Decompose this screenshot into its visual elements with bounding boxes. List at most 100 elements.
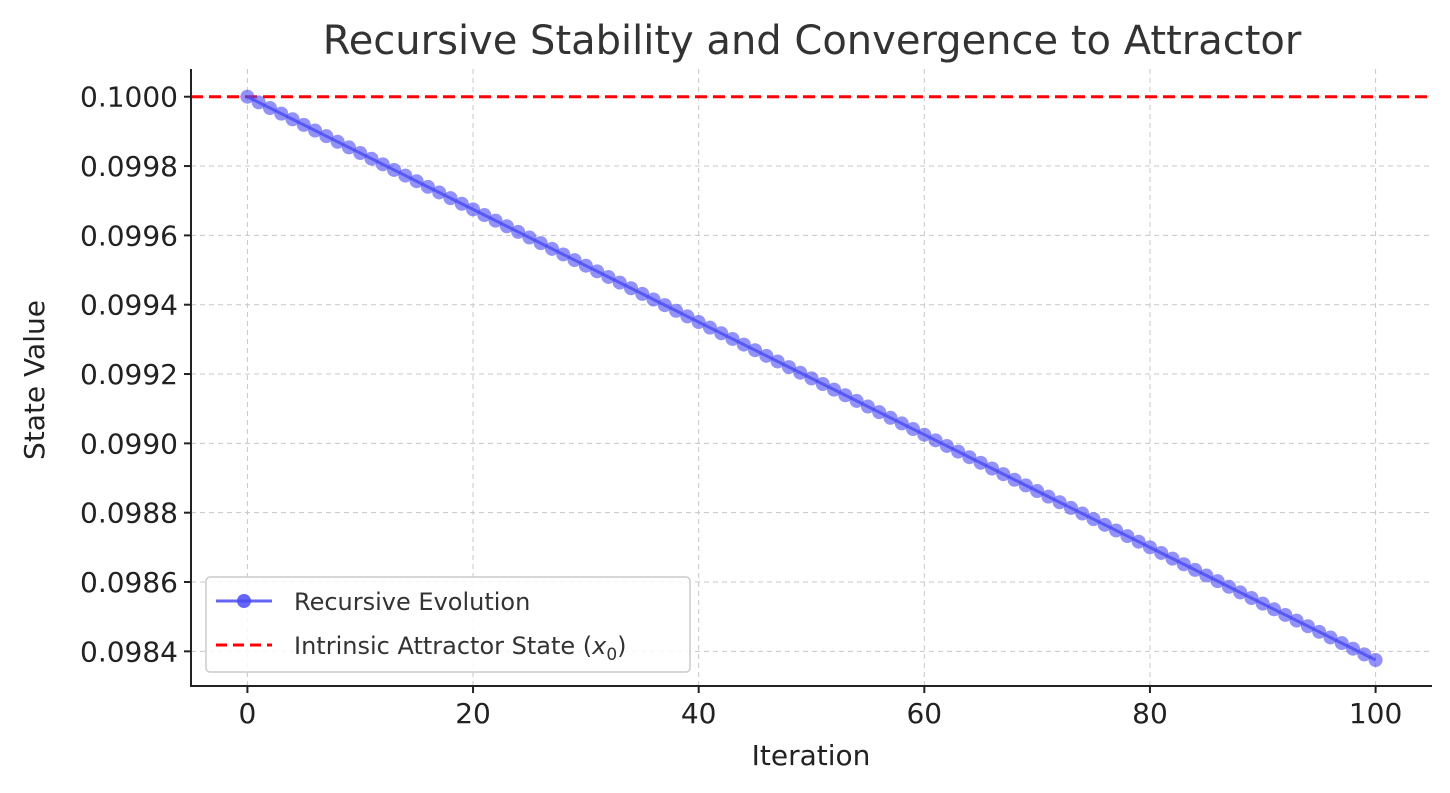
- series-point: [1334, 636, 1349, 651]
- series-point: [1233, 585, 1248, 600]
- series-point: [815, 376, 830, 391]
- series-point: [499, 219, 514, 234]
- y-tick-label: 0.0984: [80, 635, 178, 668]
- series-point: [262, 100, 277, 115]
- series-point: [1278, 607, 1293, 622]
- series-point: [454, 196, 469, 211]
- x-tick-label: 40: [681, 697, 717, 730]
- series-point: [375, 157, 390, 172]
- series-point: [973, 455, 988, 470]
- series-point: [409, 174, 424, 189]
- series-point: [330, 134, 345, 149]
- legend-box: [205, 576, 691, 673]
- legend-series-label: Recursive Evolution: [294, 588, 530, 616]
- series-point: [962, 450, 977, 465]
- series-point: [398, 168, 413, 183]
- series-point: [838, 388, 853, 403]
- x-tick-label: 80: [1132, 697, 1168, 730]
- series-point: [1323, 630, 1338, 645]
- series-point: [364, 151, 379, 166]
- series-point: [1109, 523, 1124, 538]
- series-point: [533, 236, 548, 251]
- series-point: [1312, 624, 1327, 639]
- series-point: [578, 258, 593, 273]
- x-tick-label: 60: [906, 697, 942, 730]
- series-point: [1097, 517, 1112, 532]
- series-point: [725, 331, 740, 346]
- series-point: [748, 343, 763, 358]
- series-point: [251, 95, 266, 110]
- series-layer: [240, 89, 1383, 668]
- series-point: [1176, 557, 1191, 572]
- series-point: [1255, 596, 1270, 611]
- series-point: [860, 399, 875, 414]
- y-tick-label: 0.0996: [80, 219, 178, 252]
- y-tick-label: 0.0992: [80, 358, 178, 391]
- series-point: [432, 185, 447, 200]
- series-point: [511, 224, 526, 239]
- series-point: [635, 286, 650, 301]
- series-point: [1357, 647, 1372, 662]
- series-point: [477, 208, 492, 223]
- series-point: [420, 179, 435, 194]
- series-point: [285, 112, 300, 127]
- series-point: [601, 269, 616, 284]
- x-tick-label: 20: [455, 697, 491, 730]
- series-point: [1131, 534, 1146, 549]
- series-point: [736, 337, 751, 352]
- series-point: [612, 275, 627, 290]
- series-point: [522, 230, 537, 245]
- series-point: [657, 298, 672, 313]
- series-point: [872, 405, 887, 420]
- legend-series-marker-swatch: [237, 594, 251, 608]
- series-point: [1052, 495, 1067, 510]
- series-point: [883, 410, 898, 425]
- series-point: [308, 123, 323, 138]
- series-point: [781, 360, 796, 375]
- y-tick-label: 0.0998: [80, 150, 178, 183]
- series-point: [1063, 500, 1078, 515]
- series-point: [466, 202, 481, 217]
- series-point: [1188, 562, 1203, 577]
- series-point: [804, 371, 819, 386]
- legend: Recursive Evolution Intrinsic Attractor …: [205, 576, 691, 673]
- series-point: [274, 106, 289, 121]
- series-point: [996, 467, 1011, 482]
- series-point: [1142, 540, 1157, 555]
- series-point: [714, 326, 729, 341]
- series-point: [951, 444, 966, 459]
- series-point: [827, 382, 842, 397]
- series-point: [341, 140, 356, 155]
- series-point: [1075, 506, 1090, 521]
- series-point: [917, 427, 932, 442]
- series-point: [353, 146, 368, 161]
- series-point: [1267, 602, 1282, 617]
- legend-reference-subscript: 0: [606, 645, 617, 665]
- series-point: [1030, 484, 1045, 499]
- series-point: [1289, 613, 1304, 628]
- series-point: [567, 253, 582, 268]
- series-point: [1154, 545, 1169, 560]
- x-axis-label: Iteration: [752, 739, 871, 772]
- legend-reference-prefix: Intrinsic Attractor State (: [294, 632, 592, 660]
- series-point: [443, 191, 458, 206]
- series-point: [296, 117, 311, 132]
- series-point: [702, 320, 717, 335]
- x-tick-label: 0: [238, 697, 256, 730]
- series-point: [985, 461, 1000, 476]
- series-point: [1120, 529, 1135, 544]
- y-axis-label: State Value: [18, 300, 51, 460]
- series-point: [1210, 574, 1225, 589]
- x-ticks: 0 20 40 60 80 100: [238, 686, 1402, 730]
- series-point: [1041, 489, 1056, 504]
- series-point: [1244, 591, 1259, 606]
- series-point: [488, 213, 503, 228]
- series-point: [1221, 579, 1236, 594]
- series-point: [623, 281, 638, 296]
- series-point: [894, 416, 909, 431]
- series-point: [849, 393, 864, 408]
- series-point: [680, 309, 695, 324]
- series-point: [1007, 472, 1022, 487]
- series-point: [1199, 568, 1214, 583]
- y-tick-label: 0.0986: [80, 566, 178, 599]
